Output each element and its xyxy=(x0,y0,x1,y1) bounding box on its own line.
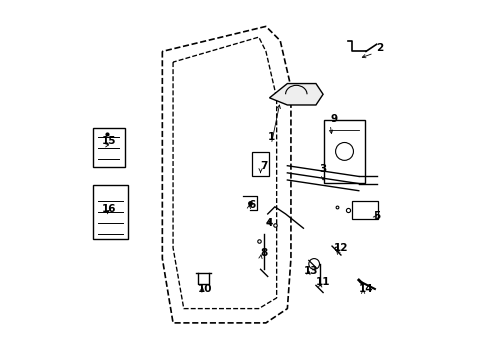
Text: 15: 15 xyxy=(102,136,116,146)
Text: 6: 6 xyxy=(247,200,255,210)
Text: 16: 16 xyxy=(102,203,116,213)
Text: 1: 1 xyxy=(267,132,274,142)
Text: 11: 11 xyxy=(315,277,330,287)
Text: 8: 8 xyxy=(260,248,267,258)
Bar xyxy=(351,202,378,219)
Text: 13: 13 xyxy=(303,266,317,276)
Text: 4: 4 xyxy=(265,218,273,228)
FancyBboxPatch shape xyxy=(93,185,128,239)
Text: 12: 12 xyxy=(333,243,347,253)
Text: 7: 7 xyxy=(260,161,267,171)
FancyBboxPatch shape xyxy=(93,128,124,167)
Polygon shape xyxy=(269,84,323,105)
Text: 14: 14 xyxy=(358,284,372,294)
FancyBboxPatch shape xyxy=(323,120,365,183)
Text: 10: 10 xyxy=(198,284,212,294)
Text: 9: 9 xyxy=(329,114,337,124)
Text: 3: 3 xyxy=(319,164,326,174)
Text: 2: 2 xyxy=(376,43,383,53)
FancyBboxPatch shape xyxy=(252,152,268,176)
Text: 5: 5 xyxy=(372,211,380,221)
